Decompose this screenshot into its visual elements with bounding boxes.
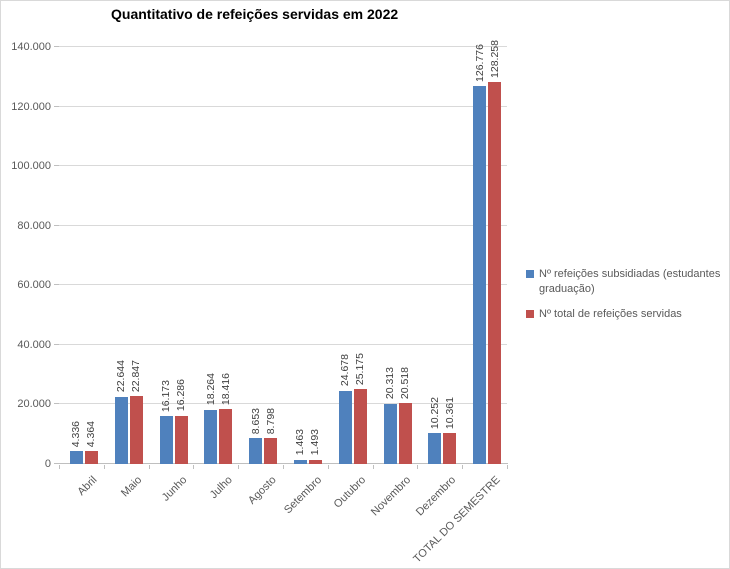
gridline <box>59 403 507 405</box>
x-axis-tick <box>103 465 105 469</box>
bar-value-label: 126.776 <box>473 44 486 83</box>
bar-value-label: 22.847 <box>130 359 143 392</box>
bar <box>114 396 128 464</box>
bar <box>428 433 442 464</box>
x-axis-category-label: Novembro <box>369 474 414 519</box>
gridline <box>59 224 507 226</box>
bar-value-label: 18.264 <box>204 373 217 406</box>
bar <box>308 459 322 464</box>
x-axis-tick <box>148 465 150 469</box>
x-axis-category-label: Agosto <box>246 474 280 507</box>
legend-item: Nº refeições subsidiadas (estudantes gra… <box>526 267 724 297</box>
bar <box>443 433 457 464</box>
gridline <box>59 343 507 345</box>
bar <box>338 390 352 464</box>
bar-value-label: 1.463 <box>294 429 307 456</box>
x-axis-category-label: Setembro <box>281 474 324 517</box>
legend-item: Nº total de refeições servidas <box>526 307 724 322</box>
legend-label: Nº total de refeições servidas <box>539 308 682 320</box>
y-axis-tick-label: 140.000 <box>11 41 51 53</box>
bar-value-label: 8.798 <box>264 407 277 434</box>
x-axis-category-label: Abril <box>75 474 100 499</box>
bar-value-label: 22.644 <box>115 360 128 393</box>
y-axis-tick <box>54 105 59 107</box>
y-axis-tick-label: 0 <box>44 458 51 470</box>
y-axis-tick <box>54 463 59 464</box>
legend: Nº refeições subsidiadas (estudantes gra… <box>526 267 724 332</box>
y-axis-tick <box>54 165 59 167</box>
x-axis-line <box>59 463 508 464</box>
legend-color-swatch-series-2 <box>526 310 534 318</box>
bar <box>219 409 233 464</box>
bar-value-label: 10.252 <box>428 397 441 430</box>
plot-area: 4.336 4.364 22.644 22.847 16.173 16.286 18.264… <box>54 40 508 469</box>
bar <box>174 415 188 464</box>
bar-value-label: 20.313 <box>384 367 396 400</box>
bar <box>204 409 218 464</box>
y-axis-tick <box>54 343 59 345</box>
y-axis-tick-label: 60.000 <box>17 279 51 292</box>
bar-value-label: 25.175 <box>354 352 367 386</box>
bar <box>129 395 143 464</box>
bar <box>249 438 263 464</box>
bar-value-label: 16.173 <box>160 379 172 412</box>
x-axis-tick <box>327 465 329 469</box>
y-axis-tick <box>54 403 59 405</box>
x-axis-tick <box>507 465 508 469</box>
bar-value-label: 24.678 <box>339 354 352 387</box>
y-axis-tick-label: 120.000 <box>11 100 51 113</box>
x-axis-category-label: Outubro <box>332 474 369 511</box>
x-axis-tick <box>59 465 60 469</box>
bar-value-label: 128.258 <box>488 40 501 78</box>
legend-color-swatch-series-1 <box>526 270 534 278</box>
bar <box>264 437 278 464</box>
x-axis-tick <box>372 465 374 469</box>
x-axis-category-label: Maio <box>119 474 145 500</box>
bar <box>398 402 412 464</box>
bar <box>353 389 367 464</box>
x-axis-category-label: Dezembro <box>413 474 459 519</box>
y-axis-tick <box>54 284 59 286</box>
x-axis-category-label: Julho <box>207 474 235 502</box>
bar <box>293 459 307 464</box>
bar-value-label: 10.361 <box>443 397 456 430</box>
y-axis-tick <box>54 224 59 226</box>
bar <box>473 86 487 464</box>
gridline <box>59 46 507 47</box>
bar <box>159 415 173 464</box>
x-axis-tick <box>238 465 240 469</box>
bar-value-label: 4.336 <box>70 420 83 448</box>
y-axis-tick <box>54 46 59 47</box>
gridline <box>59 165 507 167</box>
x-axis-tick <box>417 465 419 469</box>
bar <box>383 403 397 464</box>
bar <box>488 81 502 464</box>
bar-value-label: 20.518 <box>399 366 411 399</box>
gridline <box>59 105 507 107</box>
bar-value-label: 4.364 <box>85 420 98 448</box>
legend-label: Nº refeições subsidiadas (estudantes gra… <box>539 268 721 295</box>
bar <box>69 451 83 464</box>
y-axis-tick-label: 40.000 <box>17 338 51 351</box>
x-axis-category-label: TOTAL DO SEMESTRE <box>411 474 504 566</box>
bar-value-label: 1.493 <box>309 429 322 456</box>
bar-value-label: 8.653 <box>249 407 262 435</box>
chart-title: Quantitativo de refeições servidas em 20… <box>111 6 399 22</box>
y-axis-tick-label: 20.000 <box>17 398 51 411</box>
y-axis-tick-label: 80.000 <box>17 219 51 232</box>
x-axis-tick <box>193 465 195 469</box>
y-axis-tick-label: 100.000 <box>11 160 51 173</box>
gridline <box>59 284 507 286</box>
bar-value-label: 18.416 <box>219 373 232 406</box>
bar <box>84 451 98 464</box>
x-axis-tick <box>283 465 284 469</box>
x-axis-tick <box>462 465 464 469</box>
bar-value-label: 16.286 <box>175 379 187 412</box>
x-axis-category-label: Junho <box>159 474 190 504</box>
